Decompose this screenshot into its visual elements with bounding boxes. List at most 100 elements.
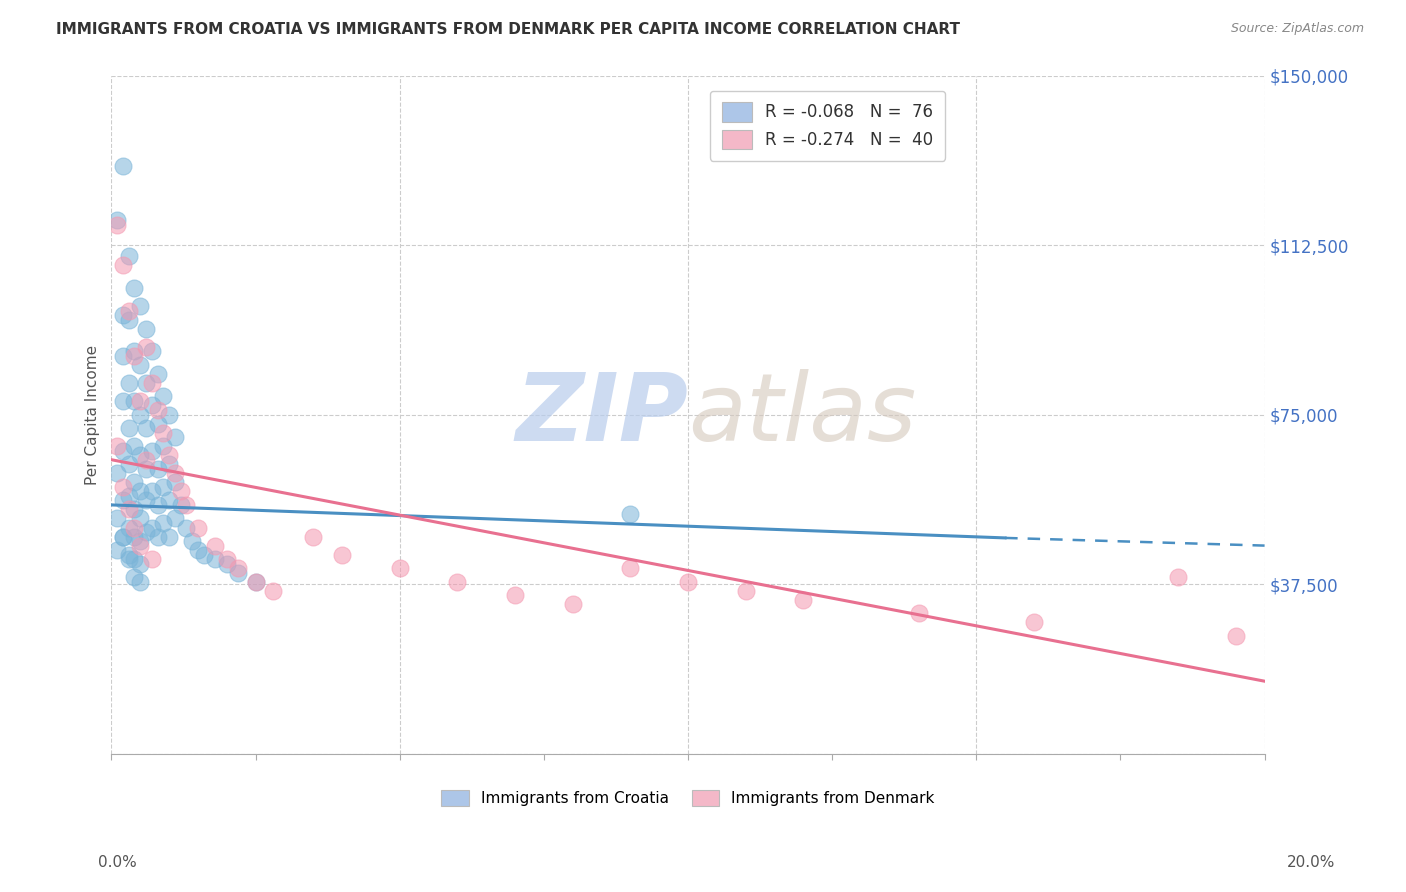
Point — [1022, 615, 1045, 630]
Point — [135, 493, 157, 508]
Point — [129, 299, 152, 313]
Point — [105, 213, 128, 227]
Point — [907, 607, 929, 621]
Point — [111, 258, 134, 272]
Point — [118, 502, 141, 516]
Point — [157, 530, 180, 544]
Point — [124, 520, 146, 534]
Point — [302, 530, 325, 544]
Point — [124, 439, 146, 453]
Point — [124, 502, 146, 516]
Point — [105, 543, 128, 558]
Point — [146, 367, 169, 381]
Point — [118, 249, 141, 263]
Point — [118, 489, 141, 503]
Point — [152, 480, 174, 494]
Point — [734, 583, 756, 598]
Point — [135, 340, 157, 354]
Point — [111, 480, 134, 494]
Point — [141, 484, 163, 499]
Point — [152, 389, 174, 403]
Point — [1225, 629, 1247, 643]
Point — [111, 493, 134, 508]
Point — [503, 588, 526, 602]
Point — [141, 344, 163, 359]
Point — [111, 308, 134, 322]
Point — [245, 574, 267, 589]
Point — [792, 592, 814, 607]
Point — [146, 403, 169, 417]
Point — [157, 457, 180, 471]
Point — [129, 511, 152, 525]
Point — [163, 511, 186, 525]
Point — [141, 520, 163, 534]
Point — [157, 408, 180, 422]
Point — [146, 498, 169, 512]
Point — [118, 303, 141, 318]
Legend: Immigrants from Croatia, Immigrants from Denmark: Immigrants from Croatia, Immigrants from… — [433, 782, 942, 814]
Point — [129, 539, 152, 553]
Point — [118, 457, 141, 471]
Point — [561, 598, 583, 612]
Point — [446, 574, 468, 589]
Point — [388, 561, 411, 575]
Point — [129, 574, 152, 589]
Point — [204, 539, 226, 553]
Point — [118, 376, 141, 390]
Point — [157, 448, 180, 462]
Point — [124, 530, 146, 544]
Point — [152, 439, 174, 453]
Point — [181, 534, 204, 549]
Point — [193, 548, 215, 562]
Point — [135, 321, 157, 335]
Point — [135, 524, 157, 539]
Point — [135, 452, 157, 467]
Point — [146, 462, 169, 476]
Point — [124, 475, 146, 490]
Text: 0.0%: 0.0% — [98, 855, 138, 870]
Point — [676, 574, 699, 589]
Point — [124, 552, 146, 566]
Text: 20.0%: 20.0% — [1288, 855, 1336, 870]
Point — [129, 484, 152, 499]
Point — [619, 507, 641, 521]
Point — [245, 574, 267, 589]
Point — [262, 583, 284, 598]
Point — [118, 520, 141, 534]
Point — [111, 349, 134, 363]
Text: ZIP: ZIP — [515, 368, 688, 460]
Point — [619, 561, 641, 575]
Point — [124, 344, 146, 359]
Point — [330, 548, 353, 562]
Point — [135, 462, 157, 476]
Point — [118, 421, 141, 435]
Point — [1167, 570, 1189, 584]
Point — [129, 448, 152, 462]
Point — [111, 394, 134, 409]
Point — [105, 467, 128, 481]
Point — [226, 566, 249, 580]
Point — [129, 358, 152, 372]
Point — [124, 570, 146, 584]
Point — [141, 376, 163, 390]
Point — [111, 159, 134, 173]
Point — [157, 493, 180, 508]
Point — [169, 498, 191, 512]
Point — [111, 530, 134, 544]
Text: Source: ZipAtlas.com: Source: ZipAtlas.com — [1230, 22, 1364, 36]
Point — [135, 376, 157, 390]
Point — [187, 543, 209, 558]
Point — [152, 425, 174, 440]
Point — [169, 484, 191, 499]
Point — [111, 443, 134, 458]
Point — [187, 520, 209, 534]
Point — [118, 548, 141, 562]
Point — [152, 516, 174, 530]
Point — [141, 552, 163, 566]
Y-axis label: Per Capita Income: Per Capita Income — [86, 344, 100, 484]
Point — [163, 430, 186, 444]
Point — [135, 421, 157, 435]
Point — [105, 218, 128, 232]
Point — [141, 443, 163, 458]
Point — [215, 557, 238, 571]
